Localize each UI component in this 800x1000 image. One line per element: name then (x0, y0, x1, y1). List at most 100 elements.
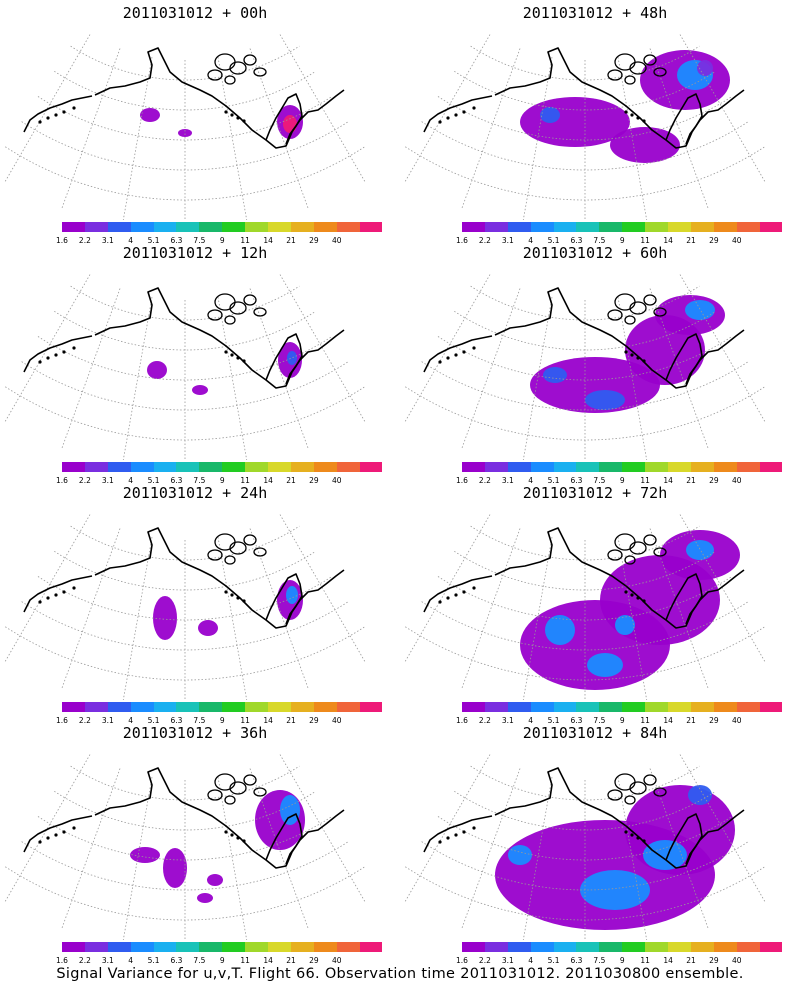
island-dot (438, 840, 442, 844)
colorbar-swatch (530, 702, 554, 712)
colorbar-swatch (313, 462, 337, 472)
forecast-map (400, 749, 782, 940)
longitude-line (61, 48, 121, 209)
colorbar-swatch (245, 942, 269, 952)
colorbar-swatch (62, 702, 85, 712)
colorbar (62, 222, 383, 232)
island-dot (242, 599, 246, 603)
island-dot (242, 359, 246, 363)
coastline (94, 767, 345, 869)
colorbar-swatch (576, 222, 600, 232)
island-dot (38, 600, 42, 604)
colorbar-label: 40 (332, 236, 342, 245)
island (224, 795, 236, 805)
island-dot (636, 116, 640, 120)
colorbar-label: 7.5 (193, 476, 206, 485)
colorbar-labels: 1.6 2.2 3.1 4 5.1 6.3 7.5 9 11 14 21 29 40 (456, 956, 766, 966)
colorbar (462, 942, 783, 952)
island-dot (630, 353, 634, 357)
colorbar-swatch (199, 462, 223, 472)
island-dot (446, 836, 450, 840)
longitude-line (522, 57, 553, 220)
island-dot (446, 596, 450, 600)
island-dot (624, 110, 628, 114)
longitude-line (4, 754, 91, 902)
island (653, 787, 667, 797)
latitude-line (437, 816, 733, 861)
variance-patch (178, 129, 192, 137)
colorbar-label: 6.3 (570, 716, 583, 725)
island (629, 541, 647, 555)
colorbar-label: 21 (686, 956, 696, 965)
variance-patch (543, 367, 567, 383)
colorbar-label: 29 (709, 236, 719, 245)
longitude-line (4, 274, 91, 422)
colorbar-swatch (576, 462, 600, 472)
island-dot (72, 106, 76, 110)
longitude-line (217, 297, 248, 460)
colorbar-label: 6.3 (170, 476, 183, 485)
latitude-line (470, 45, 700, 81)
island-dot (230, 593, 234, 597)
island-dot (242, 839, 246, 843)
island (224, 555, 236, 565)
variance-patch (255, 790, 305, 850)
island-dot (224, 350, 228, 354)
colorbar-label: 3.1 (101, 476, 114, 485)
longitude-line (617, 777, 648, 940)
longitude-line (461, 528, 521, 689)
island-dot (224, 830, 228, 834)
island (653, 547, 667, 557)
colorbar-swatch (645, 222, 669, 232)
colorbar-label: 7.5 (193, 716, 206, 725)
colorbar-label: 11 (640, 476, 650, 485)
longitude-line (279, 514, 366, 662)
colorbar-label: 7.5 (593, 956, 606, 965)
coastline (665, 573, 703, 625)
colorbar-label: 3.1 (501, 236, 514, 245)
longitude-line (522, 537, 553, 700)
island-dot (630, 113, 634, 117)
colorbar-label: 5.1 (147, 956, 160, 965)
colorbar-swatch (553, 462, 577, 472)
variance-patch (198, 620, 218, 636)
colorbar-label: 14 (663, 956, 673, 965)
longitude-line (249, 528, 309, 689)
colorbar-swatch (290, 702, 314, 712)
latitude-line (454, 790, 716, 831)
colorbar-swatch (599, 462, 623, 472)
colorbar-label: 1.6 (56, 716, 68, 725)
island-dot (454, 593, 458, 597)
island-dot (642, 119, 646, 123)
colorbar-swatch (484, 942, 508, 952)
island (207, 549, 223, 561)
longitude-line (617, 297, 648, 460)
colorbar-swatch (553, 222, 577, 232)
longitude-line (461, 288, 521, 449)
longitude-line (61, 288, 121, 449)
colorbar-swatch (713, 942, 737, 952)
longitude-line (217, 57, 248, 220)
island-dot (454, 353, 458, 357)
latitude-line (54, 790, 316, 831)
island-dot (236, 356, 240, 360)
colorbar-labels: 1.6 2.2 3.1 4 5.1 6.3 7.5 9 11 14 21 29 40 (56, 956, 366, 966)
island-dot (630, 593, 634, 597)
variance-patch (287, 351, 297, 365)
variance-patch (610, 127, 680, 163)
colorbar-label: 11 (240, 476, 250, 485)
colorbar-label: 6.3 (170, 956, 183, 965)
colorbar-swatch (153, 462, 177, 472)
variance-patch (540, 107, 560, 123)
colorbar-swatch (645, 942, 669, 952)
island (243, 774, 257, 786)
colorbar (462, 462, 783, 472)
colorbar-label: 40 (732, 956, 742, 965)
colorbar-swatch (713, 222, 737, 232)
island-dot (62, 110, 66, 114)
colorbar-swatch (668, 222, 691, 232)
colorbar-label: 40 (332, 956, 342, 965)
variance-patch (280, 795, 300, 825)
colorbar-label: 3.1 (501, 716, 514, 725)
island-dot (230, 353, 234, 357)
